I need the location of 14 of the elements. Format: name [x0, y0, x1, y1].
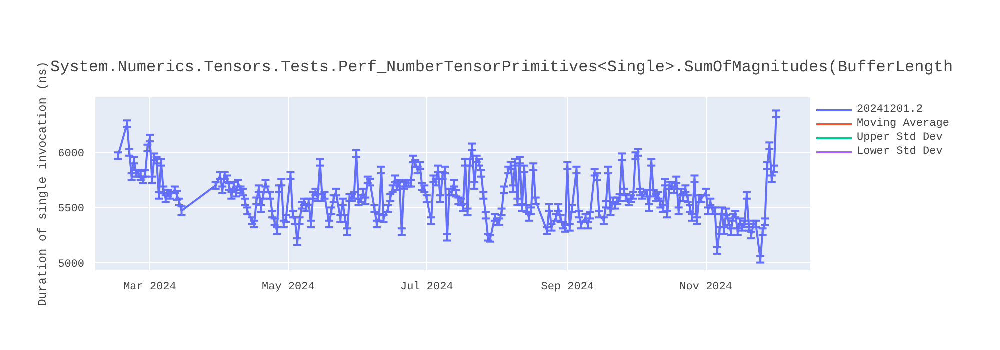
- x-tick-label: Sep 2024: [541, 282, 594, 294]
- legend-label: Upper Std Dev: [857, 131, 943, 145]
- chart-title: System.Numerics.Tensors.Tests.Perf_NumberTensorPrimitives<Single>.SumOfMagnitudes(BufferLength: [50, 58, 954, 76]
- x-tick-label: May 2024: [262, 282, 316, 294]
- legend-label: Lower Std Dev: [857, 145, 943, 159]
- y-tick-label: 6000: [58, 148, 84, 161]
- y-axis-title: Duration of single invocation (ns): [36, 62, 50, 306]
- legend-label: 20241201.2: [857, 103, 924, 117]
- x-tick-label: Mar 2024: [124, 282, 177, 294]
- x-tick-label: Jul 2024: [400, 282, 454, 294]
- y-tick-label: 5500: [58, 204, 84, 216]
- legend-label: Moving Average: [857, 117, 950, 131]
- y-tick-label: 5000: [58, 258, 84, 271]
- x-tick-label: Nov 2024: [680, 282, 733, 294]
